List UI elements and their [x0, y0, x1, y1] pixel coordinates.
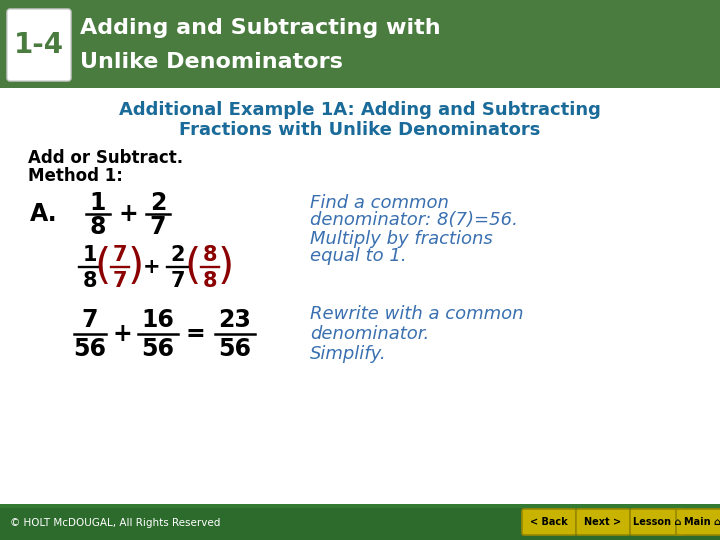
Text: 56: 56	[142, 337, 174, 361]
FancyBboxPatch shape	[630, 509, 684, 535]
Text: Rewrite with a common: Rewrite with a common	[310, 305, 523, 323]
FancyBboxPatch shape	[522, 509, 576, 535]
Text: 16: 16	[142, 308, 174, 332]
Text: 23: 23	[219, 308, 251, 332]
Text: denominator: 8(7)=56.: denominator: 8(7)=56.	[310, 211, 518, 229]
Text: 7: 7	[171, 271, 185, 291]
Text: Fractions with Unlike Denominators: Fractions with Unlike Denominators	[179, 121, 541, 139]
Text: 8: 8	[203, 245, 217, 265]
Text: Find a common: Find a common	[310, 194, 449, 212]
Text: Method 1:: Method 1:	[28, 167, 123, 185]
Text: 1: 1	[83, 245, 97, 265]
Text: Unlike Denominators: Unlike Denominators	[80, 52, 343, 72]
Text: 8: 8	[203, 271, 217, 291]
Text: Lesson ⌂: Lesson ⌂	[633, 517, 681, 527]
FancyBboxPatch shape	[676, 509, 720, 535]
Text: 2: 2	[150, 191, 166, 215]
Text: < Back: < Back	[530, 517, 568, 527]
Text: (: (	[184, 246, 200, 288]
Text: Simplify.: Simplify.	[310, 345, 387, 363]
Text: 1: 1	[90, 191, 106, 215]
Text: +: +	[112, 322, 132, 346]
Bar	[0, 504, 720, 508]
Text: 56: 56	[218, 337, 251, 361]
Text: (: (	[94, 246, 110, 288]
Text: Adding and Subtracting with: Adding and Subtracting with	[80, 18, 441, 38]
Text: =: =	[185, 322, 205, 346]
Text: A.: A.	[30, 202, 58, 226]
Text: denominator.: denominator.	[310, 325, 429, 343]
Text: 1-4: 1-4	[14, 31, 64, 59]
Text: © HOLT McDOUGAL, All Rights Reserved: © HOLT McDOUGAL, All Rights Reserved	[10, 518, 220, 528]
Text: 7: 7	[113, 245, 127, 265]
Text: 7: 7	[150, 215, 166, 239]
Text: ): )	[128, 246, 144, 288]
Text: 7: 7	[82, 308, 98, 332]
Text: Next >: Next >	[585, 517, 621, 527]
Text: Add or Subtract.: Add or Subtract.	[28, 149, 183, 167]
FancyBboxPatch shape	[576, 509, 630, 535]
Bar	[0, 504, 720, 540]
Text: equal to 1.: equal to 1.	[310, 247, 407, 265]
Text: 2: 2	[171, 245, 185, 265]
Text: ): )	[218, 246, 234, 288]
Text: 56: 56	[73, 337, 107, 361]
Text: +: +	[118, 202, 138, 226]
Text: +: +	[143, 257, 161, 277]
Text: Main ⌂: Main ⌂	[685, 517, 720, 527]
FancyBboxPatch shape	[7, 9, 71, 81]
Text: 7: 7	[113, 271, 127, 291]
Text: Multiply by fractions: Multiply by fractions	[310, 230, 492, 248]
Text: 8: 8	[83, 271, 97, 291]
Text: Additional Example 1A: Adding and Subtracting: Additional Example 1A: Adding and Subtra…	[119, 101, 601, 119]
Text: 8: 8	[90, 215, 107, 239]
Bar	[0, 0, 720, 88]
